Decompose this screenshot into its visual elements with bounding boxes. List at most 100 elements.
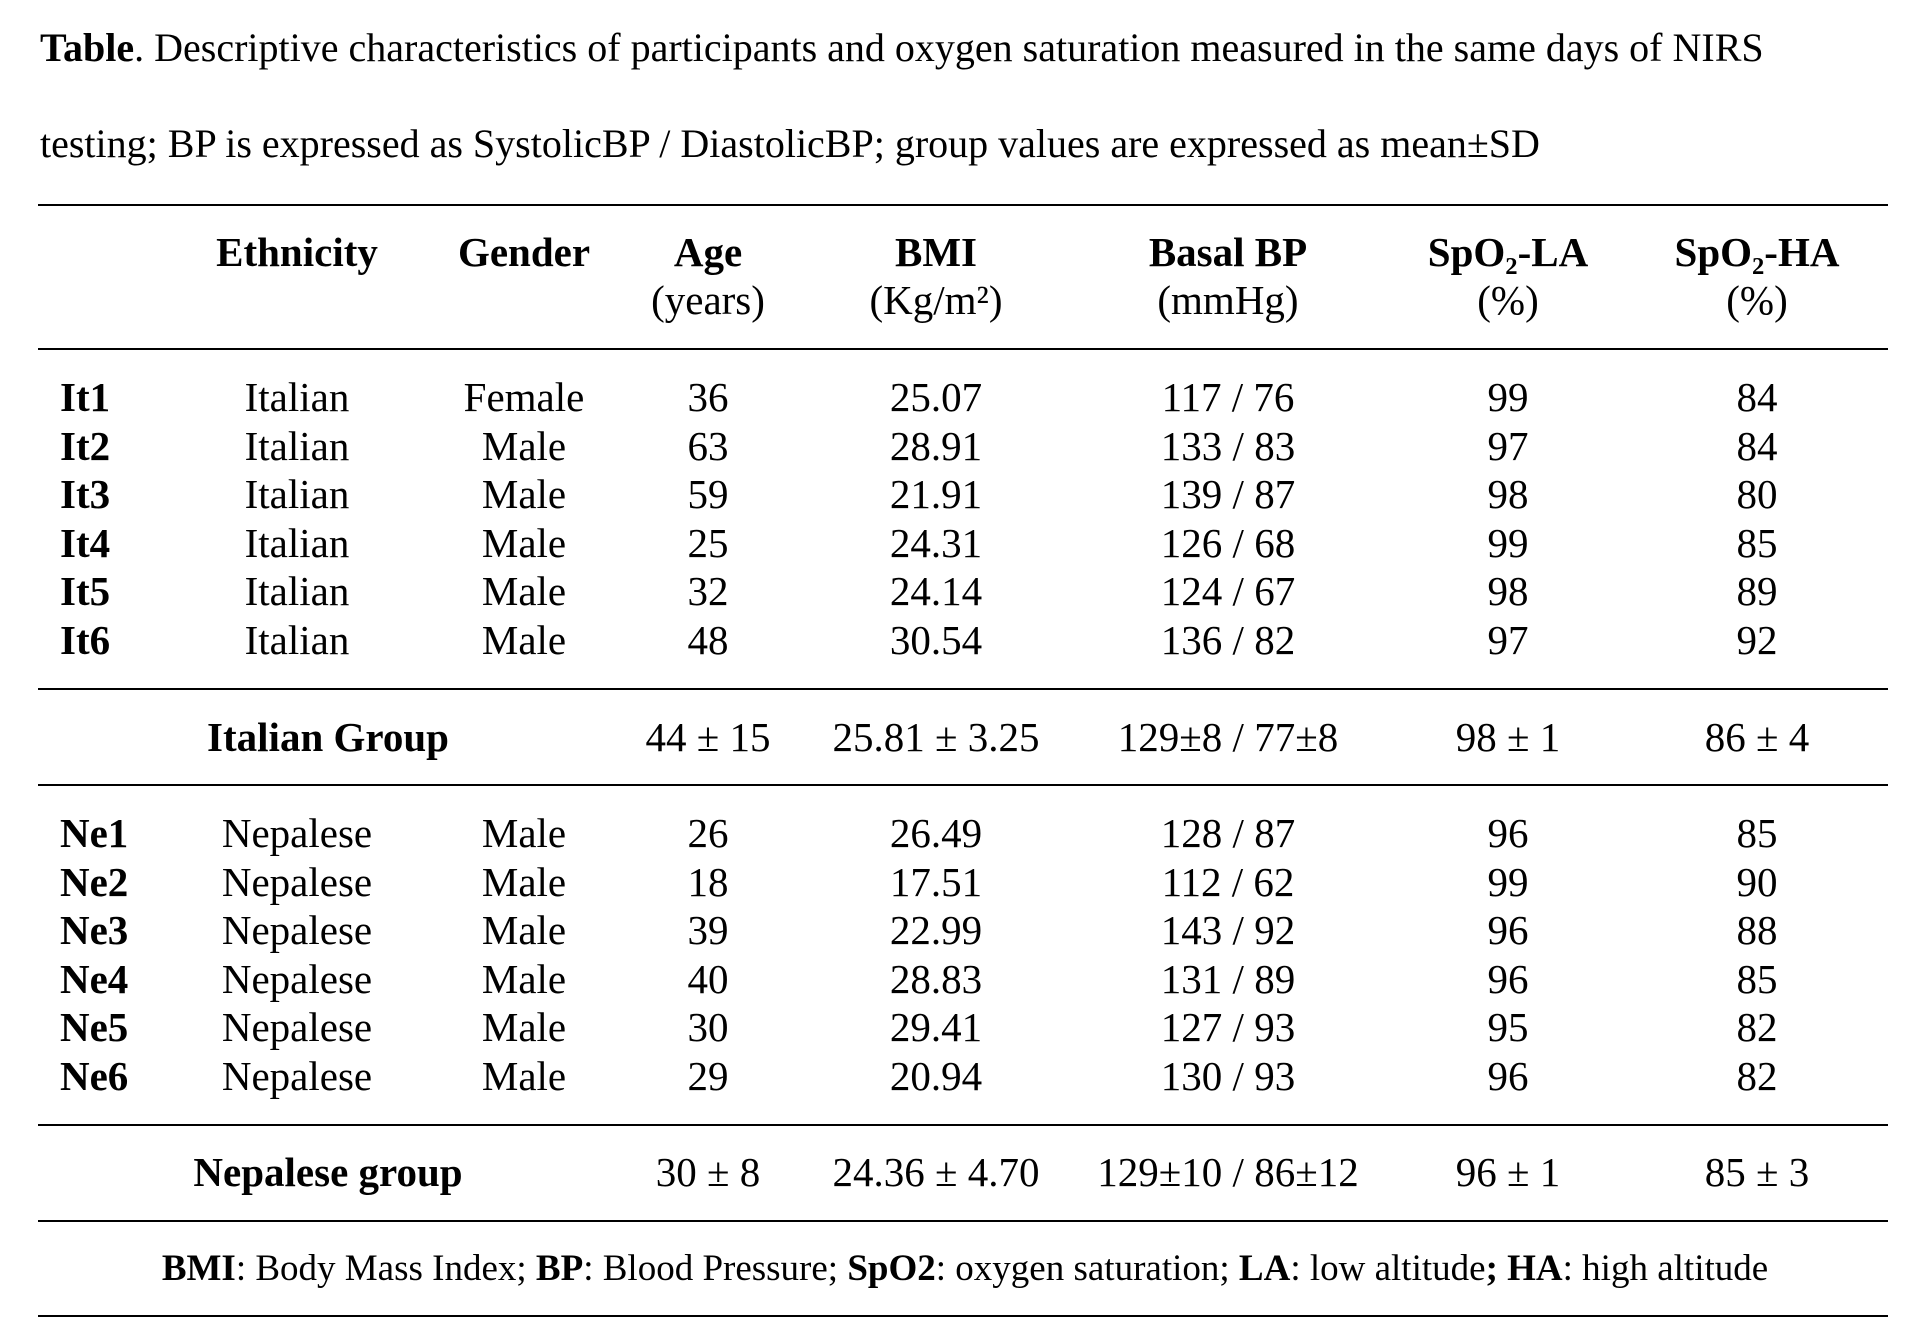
italian-row-id: It2 xyxy=(60,422,111,469)
table-caption: Table. Descriptive characteristics of pa… xyxy=(40,0,1890,192)
nepalese-cell-spo2_ha: 82 xyxy=(1736,1052,1778,1099)
italian-cell-spo2_ha: 85 xyxy=(1736,519,1778,566)
header-gender: Gender xyxy=(458,228,590,276)
nepalese-cell-ethnicity: Nepalese xyxy=(221,858,373,905)
nepalese-cell-spo2_la: 96 xyxy=(1487,907,1529,953)
footnote-term: ; HA xyxy=(1485,1248,1563,1289)
footnote-definition: : low altitude xyxy=(1290,1248,1486,1289)
nepalese-cell-ethnicity: Nepalese xyxy=(221,1004,373,1050)
italian-cell-bmi: 30.54 xyxy=(889,616,983,663)
italian-group-spo2_ha: 86 ± 4 xyxy=(1704,714,1810,760)
nepalese-group-bmi: 24.36 ± 4.70 xyxy=(832,1149,1040,1195)
nepalese-group-label: Nepalese group xyxy=(193,1149,463,1195)
nepalese-rows-rule xyxy=(38,1124,1888,1126)
header-spo2_ha: SpO₂-HA (%) xyxy=(1675,228,1840,324)
nepalese-cell-spo2_ha: 88 xyxy=(1736,907,1778,953)
footnote-definition: : Body Mass Index; xyxy=(235,1248,536,1289)
nepalese-cell-gender: Male xyxy=(481,858,567,905)
header-spo2_la-title: SpO₂-LA xyxy=(1427,229,1589,275)
header-age-title: Age xyxy=(673,229,743,275)
italian-cell-spo2_la: 98 xyxy=(1487,471,1529,517)
italian-cell-bmi: 25.07 xyxy=(889,374,983,420)
nepalese-cell-bmi: 17.51 xyxy=(889,858,983,905)
nepalese-cell-ethnicity: Nepalese xyxy=(221,1052,373,1099)
nepalese-cell-spo2_la: 95 xyxy=(1487,1004,1529,1050)
footnote-term: BP xyxy=(535,1248,584,1289)
footnote-term: LA xyxy=(1238,1248,1291,1289)
italian-cell-spo2_la: 97 xyxy=(1487,616,1529,663)
italian-cell-spo2_ha: 84 xyxy=(1736,422,1778,469)
italian-cell-ethnicity: Italian xyxy=(244,374,350,420)
nepalese-group-bp: 129±10 / 86±12 xyxy=(1097,1149,1359,1195)
italian-cell-bmi: 28.91 xyxy=(889,422,983,469)
footnote-definition: : oxygen saturation; xyxy=(935,1248,1239,1289)
nepalese-cell-bmi: 29.41 xyxy=(889,1004,983,1050)
italian-group-age: 44 ± 15 xyxy=(645,714,771,760)
header-age-unit: (years) xyxy=(651,277,765,323)
header-spo2_ha-title: SpO₂-HA xyxy=(1674,229,1840,275)
nepalese-cell-bmi: 20.94 xyxy=(889,1052,983,1099)
italian-cell-bp: 124 / 67 xyxy=(1160,568,1296,614)
italian-group-rule xyxy=(38,784,1888,786)
italian-row-id: It1 xyxy=(60,374,111,420)
italian-cell-age: 48 xyxy=(687,616,729,663)
nepalese-cell-ethnicity: Nepalese xyxy=(221,907,373,953)
italian-cell-age: 32 xyxy=(687,568,729,614)
nepalese-cell-gender: Male xyxy=(481,907,567,953)
italian-cell-ethnicity: Italian xyxy=(244,471,350,517)
footnote-term: BMI xyxy=(161,1248,236,1289)
header-spo2_la-unit: (%) xyxy=(1477,277,1539,323)
nepalese-cell-ethnicity: Nepalese xyxy=(221,955,373,1002)
italian-cell-gender: Male xyxy=(481,568,567,614)
italian-cell-age: 25 xyxy=(687,519,729,566)
nepalese-cell-ethnicity: Nepalese xyxy=(221,810,373,856)
italian-cell-spo2_ha: 80 xyxy=(1736,471,1778,517)
header-spo2_ha-unit: (%) xyxy=(1726,277,1788,323)
nepalese-row-id: Ne3 xyxy=(60,907,129,953)
italian-cell-bp: 126 / 68 xyxy=(1160,519,1296,566)
footnote-definition: : high altitude xyxy=(1562,1248,1769,1289)
italian-cell-gender: Male xyxy=(481,519,567,566)
italian-cell-bp: 133 / 83 xyxy=(1160,422,1296,469)
bottom-rule xyxy=(38,1315,1888,1317)
nepalese-group-rule xyxy=(38,1220,1888,1222)
italian-cell-bmi: 24.31 xyxy=(889,519,983,566)
italian-cell-ethnicity: Italian xyxy=(244,422,350,469)
italian-cell-ethnicity: Italian xyxy=(244,616,350,663)
italian-cell-spo2_la: 99 xyxy=(1487,519,1529,566)
italian-group-label: Italian Group xyxy=(207,714,449,760)
nepalese-cell-spo2_ha: 90 xyxy=(1736,858,1778,905)
italian-rows-rule xyxy=(38,688,1888,690)
header-ethnicity-title: Ethnicity xyxy=(216,229,378,275)
nepalese-cell-bmi: 22.99 xyxy=(889,907,983,953)
italian-cell-bp: 136 / 82 xyxy=(1160,616,1296,663)
nepalese-row-id: Ne4 xyxy=(60,955,129,1002)
italian-cell-bmi: 24.14 xyxy=(889,568,983,614)
nepalese-group-spo2_la: 96 ± 1 xyxy=(1455,1149,1561,1195)
italian-cell-spo2_la: 97 xyxy=(1487,422,1529,469)
italian-cell-bmi: 21.91 xyxy=(889,471,983,517)
nepalese-cell-spo2_ha: 85 xyxy=(1736,955,1778,1002)
nepalese-row-id: Ne1 xyxy=(60,810,129,856)
italian-group-spo2_la: 98 ± 1 xyxy=(1455,714,1561,760)
header-rule xyxy=(38,348,1888,350)
italian-cell-spo2_la: 98 xyxy=(1487,568,1529,614)
header-bmi-title: BMI xyxy=(895,229,977,275)
header-gender-title: Gender xyxy=(457,229,591,275)
italian-cell-gender: Male xyxy=(481,471,567,517)
nepalese-cell-bp: 131 / 89 xyxy=(1160,955,1296,1002)
nepalese-row-id: Ne5 xyxy=(60,1004,129,1050)
italian-cell-age: 63 xyxy=(687,422,729,469)
header-bp: Basal BP (mmHg) xyxy=(1149,228,1307,324)
nepalese-cell-bp: 128 / 87 xyxy=(1160,810,1296,856)
caption-text: . Descriptive characteristics of partici… xyxy=(40,25,1764,166)
nepalese-cell-bp: 143 / 92 xyxy=(1160,907,1296,953)
nepalese-cell-gender: Male xyxy=(481,1004,567,1050)
header-ethnicity: Ethnicity xyxy=(216,228,378,276)
italian-cell-ethnicity: Italian xyxy=(244,519,350,566)
nepalese-cell-spo2_la: 96 xyxy=(1487,810,1529,856)
italian-cell-spo2_ha: 84 xyxy=(1736,374,1778,420)
header-bp-title: Basal BP xyxy=(1148,229,1308,275)
italian-cell-gender: Male xyxy=(481,422,567,469)
italian-cell-bp: 117 / 76 xyxy=(1161,374,1295,420)
